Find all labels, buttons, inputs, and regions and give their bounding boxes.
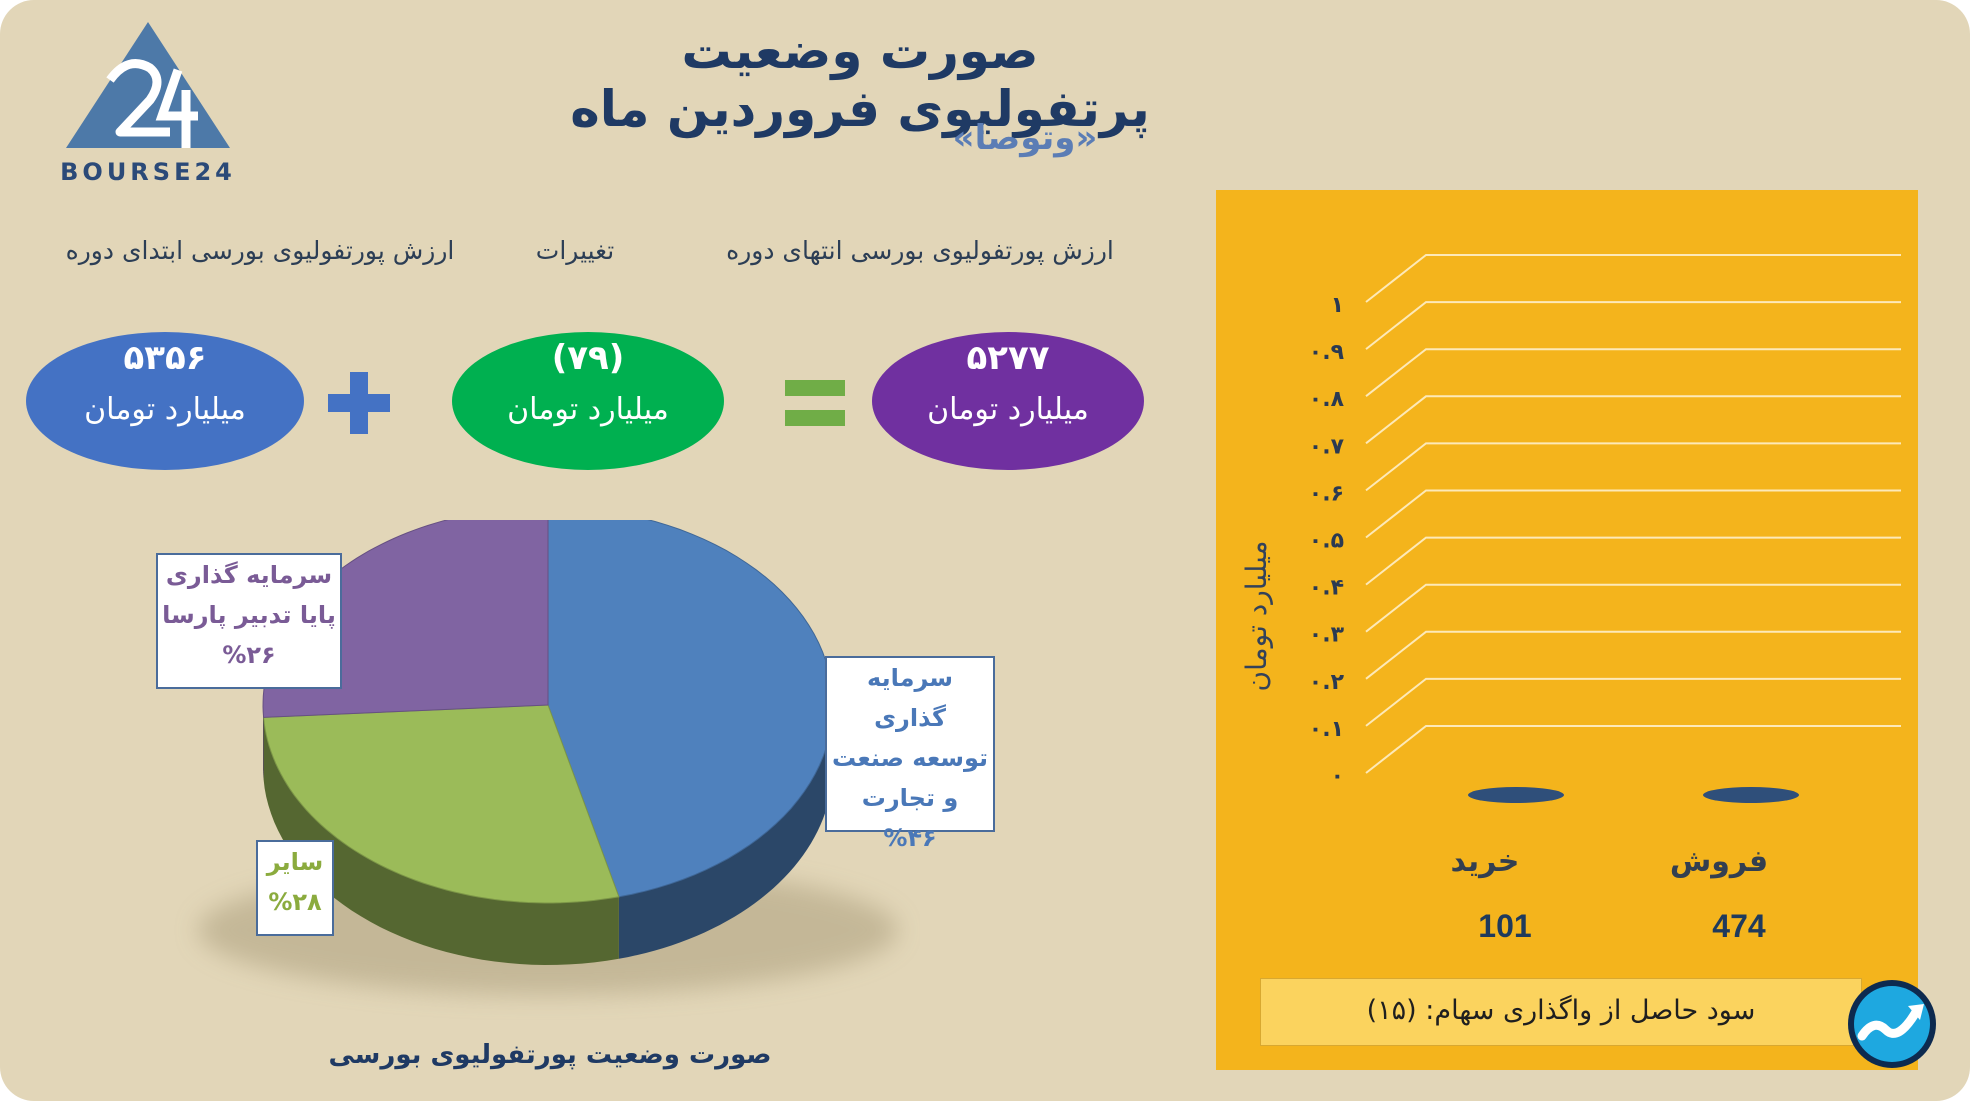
change-value-bubble: (۷۹) میلیارد تومان <box>452 332 724 470</box>
bar-gridline <box>1365 489 1901 539</box>
pie-label-slice-3: سرمایه گذاری پایا تدبیر پارسا %۲۶ <box>156 553 342 689</box>
bar-gridline <box>1365 583 1901 633</box>
pie-slice-2 <box>263 704 620 904</box>
bourse24-logo <box>66 22 230 148</box>
page-subtitle: «وتوصا» <box>952 118 1098 158</box>
pie-label-line: سایر <box>266 848 324 876</box>
bar-y-axis-title: میلیارد تومان <box>1240 540 1273 692</box>
pie-label-percent: %۴۶ <box>883 824 937 852</box>
bar-gridline <box>1365 395 1901 445</box>
pie-label-line: و تجارت <box>861 784 959 812</box>
bar-gridline <box>1365 677 1901 727</box>
changes-label: تغییرات <box>535 236 615 265</box>
bar-y-tick-label: ۰.۱ <box>1309 717 1344 742</box>
trade-bar-chart: ۰ ۰.۱ ۰.۲ ۰.۳ ۰.۴ ۰.۵ ۰.۶ ۰.۷ ۰.۸ ۰.۹ ۱ <box>1309 254 1901 803</box>
bar-gridline <box>1365 348 1901 397</box>
pie-label-slice-1: سرمایه گذاری توسعه صنعت و تجارت %۴۶ <box>825 656 995 852</box>
bar-y-tick-label: ۰.۶ <box>1309 481 1344 506</box>
bar-y-tick-label: ۰.۲ <box>1309 670 1345 695</box>
equals-icon <box>785 380 845 426</box>
bar-value-sell: 474 <box>1712 908 1766 944</box>
bar-y-tick-label: ۰.۹ <box>1309 340 1344 365</box>
bar-mark-2 <box>1703 787 1799 803</box>
bar-y-tick-label: ۰.۳ <box>1309 623 1345 648</box>
pie-label-percent: %۲۸ <box>268 888 322 916</box>
trade-chart-panel <box>1216 190 1918 1070</box>
bar-gridline <box>1365 442 1901 492</box>
bar-y-tick-label: ۰ <box>1331 764 1344 789</box>
bar-gridline <box>1365 254 1901 303</box>
end-period-label: ارزش پورتفولیوی بورسی انتهای دوره <box>726 236 1114 265</box>
pie-chart-caption: صورت وضعیت پورتفولیوی بورسی <box>328 1040 772 1070</box>
bar-gridline <box>1365 630 1901 680</box>
page-title: صورت وضعیت پرتفولیوی فروردین ماه <box>570 22 1150 138</box>
pie-slice-side-3 <box>263 705 264 780</box>
end-value-bubble: ۵۲۷۷ میلیارد تومان <box>872 332 1144 470</box>
bar-mark-1 <box>1468 787 1564 803</box>
start-period-label: ارزش پورتفولیوی بورسی ابتدای دوره <box>65 236 455 265</box>
pie-label-percent: %۲۶ <box>222 641 276 669</box>
pie-slice-side-2 <box>263 717 619 965</box>
profit-summary-box: سود حاصل از واگذاری سهام: (۱۵) <box>1260 978 1862 1046</box>
bar-y-tick-label: ۱ <box>1331 293 1344 318</box>
bar-y-tick-label: ۰.۴ <box>1309 576 1344 601</box>
pie-label-slice-2: سایر %۲۸ <box>256 840 334 936</box>
bar-category-sell: فروش <box>1669 844 1769 879</box>
pie-label-line: پایا تدبیر پارسا <box>162 601 336 629</box>
start-unit: میلیارد تومان <box>84 392 246 427</box>
start-value-bubble: ۵۳۵۶ میلیارد تومان <box>26 332 304 470</box>
start-value: ۵۳۵۶ <box>123 338 207 378</box>
end-unit: میلیارد تومان <box>927 392 1089 427</box>
pie-label-line: توسعه صنعت <box>831 744 989 772</box>
bar-gridline <box>1365 725 1901 774</box>
trend-badge-icon <box>1848 980 1936 1068</box>
logo-text: BOURSE24 <box>60 158 236 186</box>
bar-y-tick-label: ۰.۸ <box>1309 387 1345 412</box>
change-value: (۷۹) <box>551 338 625 378</box>
bar-value-buy: 101 <box>1478 908 1532 944</box>
pie-label-line: سرمایه گذاری <box>165 561 333 589</box>
bar-y-tick-label: ۰.۷ <box>1309 434 1345 459</box>
change-unit: میلیارد تومان <box>507 392 669 427</box>
bar-gridline <box>1365 301 1901 350</box>
pie-label-line: سرمایه گذاری <box>867 664 953 732</box>
plus-icon <box>328 372 390 434</box>
bar-category-buy: خرید <box>1450 844 1520 879</box>
bar-gridline <box>1365 536 1901 586</box>
pie-slice-side-1 <box>618 705 833 959</box>
bar-y-tick-label: ۰.۵ <box>1309 529 1344 554</box>
end-value: ۵۲۷۷ <box>966 338 1050 378</box>
